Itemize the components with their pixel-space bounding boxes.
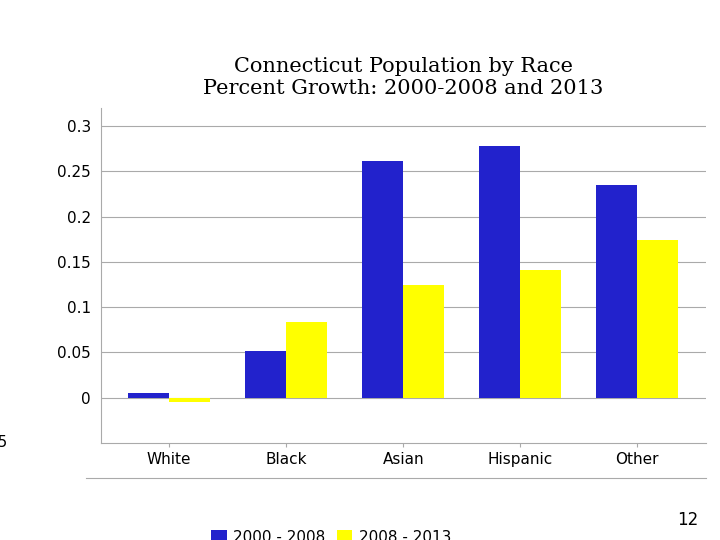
Bar [403,285,444,397]
Legend: 2000 - 2008, 2008 - 2013: 2000 - 2008, 2008 - 2013 [205,524,457,540]
Bar [520,270,561,397]
Bar [169,397,210,402]
Bar [128,393,169,397]
Text: 12: 12 [677,511,698,529]
Bar [362,161,403,397]
Text: -0.05: -0.05 [0,435,7,450]
Bar [246,352,287,397]
Bar [637,240,678,397]
Bar [287,322,327,397]
Title: Connecticut Population by Race
Percent Growth: 2000-2008 and 2013: Connecticut Population by Race Percent G… [203,57,603,98]
Bar [480,146,520,397]
Bar [596,185,637,397]
